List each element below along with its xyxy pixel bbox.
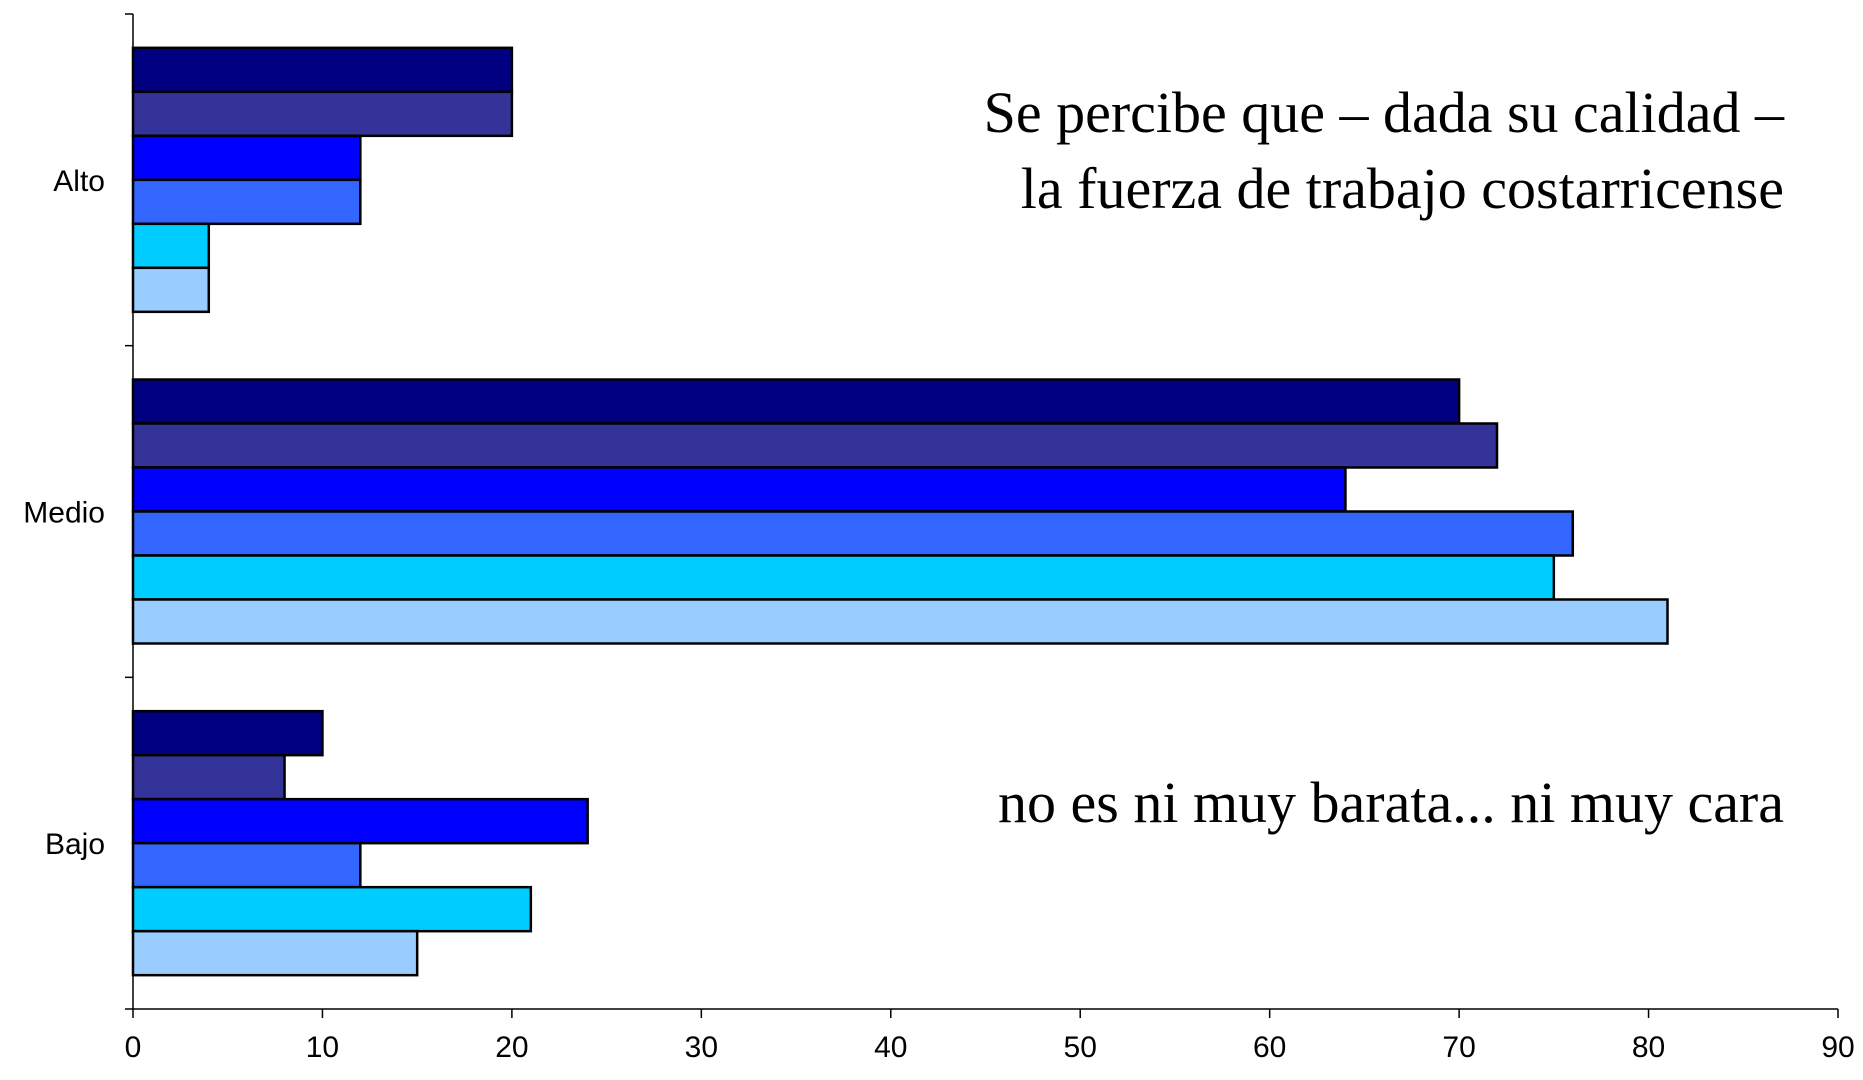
bar [131,929,419,977]
x-tick-label: 80 [1632,1031,1665,1064]
bar [131,222,211,270]
annotation: Se percibe que – dada su calidad – [984,80,1785,145]
bar [131,266,211,314]
bar [131,46,514,94]
y-tick-label: Bajo [45,828,105,861]
bar [131,554,1556,601]
bar [131,422,1499,469]
x-tick-label: 20 [495,1031,528,1064]
x-tick-label: 90 [1821,1031,1854,1064]
bar [131,510,1575,557]
x-tick-label: 50 [1064,1031,1097,1064]
x-tick-label: 40 [874,1031,907,1064]
bar [131,885,533,933]
bar [131,797,589,845]
bar [131,466,1347,513]
x-tick-label: 0 [125,1031,142,1064]
y-tick-label: Medio [23,497,105,530]
bar [131,378,1461,425]
bar [131,753,286,801]
bar [131,841,362,889]
y-tick-label: Alto [53,165,105,198]
annotation: no es ni muy barata... ni muy cara [998,770,1784,835]
bar [131,709,324,757]
bar [131,90,514,138]
x-tick-label: 30 [685,1031,718,1064]
bar [131,134,362,182]
x-tick-label: 10 [306,1031,339,1064]
x-tick-label: 70 [1442,1031,1475,1064]
bar [131,598,1669,645]
annotation: la fuerza de trabajo costarricense [1021,156,1784,221]
bar [131,178,362,226]
x-tick-label: 60 [1253,1031,1286,1064]
